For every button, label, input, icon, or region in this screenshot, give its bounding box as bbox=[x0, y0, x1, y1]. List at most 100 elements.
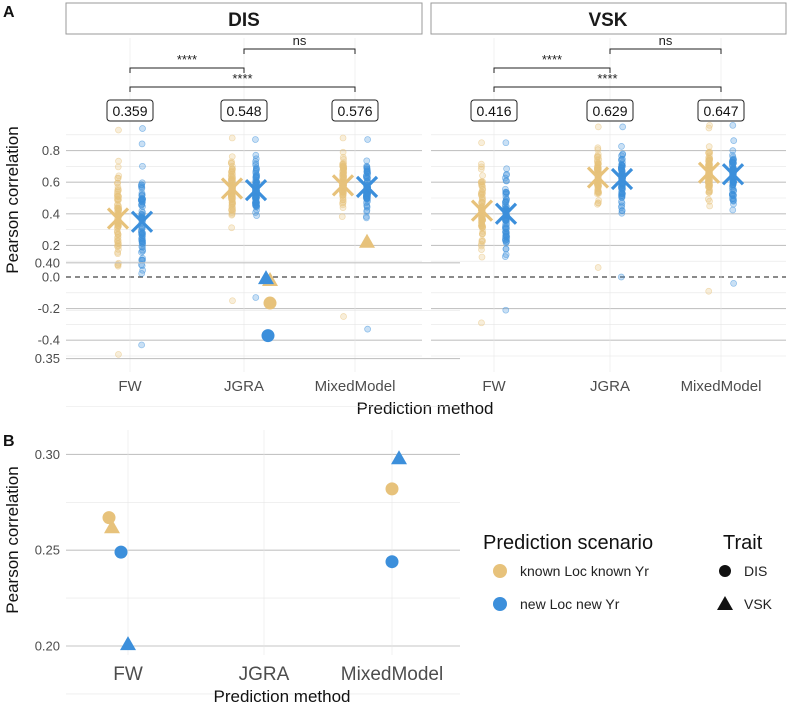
vsk-triangle-point bbox=[359, 233, 375, 248]
panel-a-tag: A bbox=[3, 4, 15, 21]
panel-a-significance-brackets: **** ns **** **** ns **** bbox=[129, 33, 722, 92]
mean-marker bbox=[130, 210, 154, 233]
significance-bracket bbox=[243, 48, 356, 54]
data-point bbox=[594, 264, 602, 271]
y-tick-label: 0.40 bbox=[35, 255, 60, 270]
median-label-box bbox=[586, 99, 634, 122]
data-point bbox=[594, 144, 602, 152]
data-point bbox=[114, 231, 122, 239]
data-point bbox=[503, 196, 510, 203]
data-point bbox=[139, 240, 146, 248]
y-tick-label: -0.4 bbox=[38, 333, 60, 348]
data-point bbox=[139, 125, 146, 132]
data-point bbox=[228, 224, 235, 232]
data-point bbox=[138, 195, 146, 203]
data-point bbox=[594, 146, 602, 153]
dis-circle-point bbox=[114, 545, 128, 559]
data-point bbox=[252, 172, 260, 180]
data-point bbox=[729, 159, 737, 167]
data-point bbox=[705, 176, 713, 184]
panel-b-x-axis-title: Prediction method bbox=[213, 687, 350, 706]
y-tick-label: -0.2 bbox=[38, 301, 60, 316]
legend-swatch-known bbox=[493, 564, 507, 578]
data-point bbox=[478, 246, 485, 254]
data-point bbox=[729, 180, 737, 188]
data-point bbox=[705, 189, 713, 196]
vsk-triangle-point bbox=[391, 450, 407, 465]
data-point bbox=[478, 160, 485, 168]
data-point bbox=[339, 148, 347, 156]
data-point bbox=[619, 123, 627, 131]
panel-a-gridlines bbox=[66, 38, 786, 372]
panel-b-points bbox=[102, 233, 407, 651]
data-point bbox=[479, 228, 487, 235]
legend: Prediction scenario known Loc known Yr n… bbox=[483, 532, 773, 612]
data-point bbox=[595, 188, 602, 196]
data-point bbox=[705, 160, 713, 167]
legend-label-dis: DIS bbox=[744, 563, 767, 579]
facet-strip-vsk bbox=[430, 2, 787, 35]
data-point bbox=[228, 168, 236, 176]
data-point bbox=[114, 208, 121, 216]
data-point bbox=[594, 150, 602, 158]
data-point bbox=[229, 199, 236, 207]
mean-marker bbox=[697, 161, 721, 184]
data-point bbox=[617, 273, 625, 281]
panel-a-mean-markers bbox=[106, 161, 745, 233]
data-point bbox=[705, 184, 713, 191]
data-point bbox=[364, 174, 372, 182]
data-point bbox=[115, 351, 122, 358]
data-point bbox=[252, 180, 260, 188]
panel-a-facet-strips: DIS VSK bbox=[65, 2, 787, 35]
y-tick-label: 0.8 bbox=[42, 143, 60, 158]
data-point bbox=[115, 157, 122, 165]
x-tick-label: FW bbox=[482, 378, 506, 395]
median-label: 0.416 bbox=[476, 103, 511, 119]
mean-marker bbox=[220, 177, 244, 200]
data-point bbox=[339, 196, 347, 204]
vsk-triangle-point bbox=[104, 519, 120, 534]
data-point bbox=[229, 297, 236, 305]
median-label: 0.576 bbox=[337, 103, 372, 119]
panel-b-x-ticks: FW JGRA MixedModel bbox=[113, 664, 443, 685]
dis-circle-point bbox=[263, 296, 277, 310]
significance-label: **** bbox=[177, 52, 197, 67]
data-point bbox=[339, 134, 347, 142]
mean-marker bbox=[610, 167, 634, 191]
data-point bbox=[595, 183, 602, 191]
significance-bracket bbox=[129, 67, 245, 73]
data-point bbox=[139, 238, 146, 245]
data-point bbox=[502, 139, 510, 147]
legend-circle-icon bbox=[719, 565, 731, 577]
data-point bbox=[479, 194, 486, 202]
data-point bbox=[139, 256, 146, 264]
data-point bbox=[502, 251, 510, 259]
data-point bbox=[503, 216, 510, 224]
data-point bbox=[706, 202, 713, 210]
dis-circle-point bbox=[385, 555, 399, 569]
x-tick-label: JGRA bbox=[239, 664, 290, 685]
data-point bbox=[339, 201, 347, 209]
mean-marker bbox=[470, 199, 494, 222]
median-label-box bbox=[106, 99, 154, 122]
data-point bbox=[139, 224, 146, 232]
mean-marker bbox=[586, 166, 610, 189]
data-point bbox=[138, 189, 146, 197]
data-point bbox=[503, 165, 510, 173]
data-point bbox=[114, 174, 122, 182]
data-point bbox=[114, 196, 121, 204]
data-point bbox=[363, 203, 371, 211]
x-tick-label: JGRA bbox=[590, 378, 630, 395]
significance-label: ns bbox=[659, 33, 673, 48]
y-tick-label: 0.2 bbox=[42, 238, 60, 253]
median-label-box bbox=[331, 99, 379, 122]
data-point bbox=[252, 168, 260, 175]
panel-a-x-axis-title: Prediction method bbox=[356, 399, 493, 418]
data-point bbox=[502, 306, 510, 314]
data-point bbox=[502, 245, 510, 253]
data-point bbox=[252, 155, 260, 163]
x-tick-label: FW bbox=[118, 378, 142, 395]
median-label: 0.359 bbox=[112, 103, 147, 119]
data-point bbox=[363, 189, 371, 197]
